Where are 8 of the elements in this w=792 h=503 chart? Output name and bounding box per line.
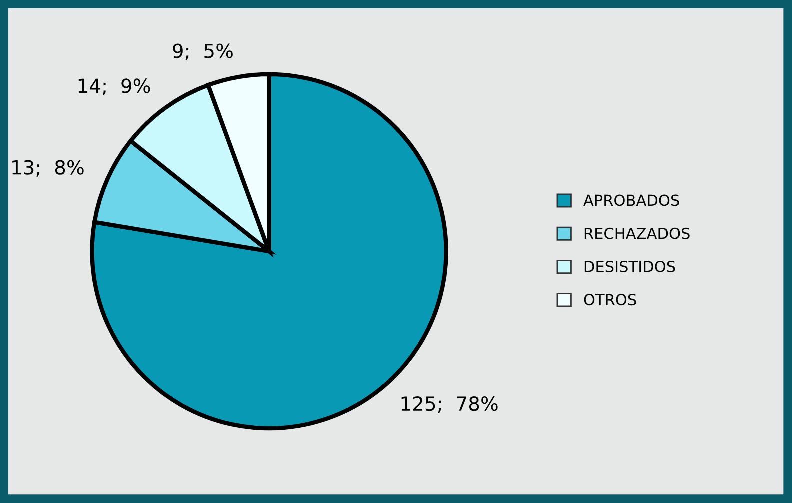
data-label: 9; 5% [173,44,233,60]
data-label: 125; 78% [402,396,498,414]
legend-label: OTROS [584,294,636,306]
legend-label: RECHAZADOS [584,228,690,240]
data-label: 14; 9% [78,78,150,96]
data-label: 13; 8% [12,160,84,177]
legend-label: DESISTIDOS [584,260,676,272]
legend-label: APROBADOS [584,194,680,206]
